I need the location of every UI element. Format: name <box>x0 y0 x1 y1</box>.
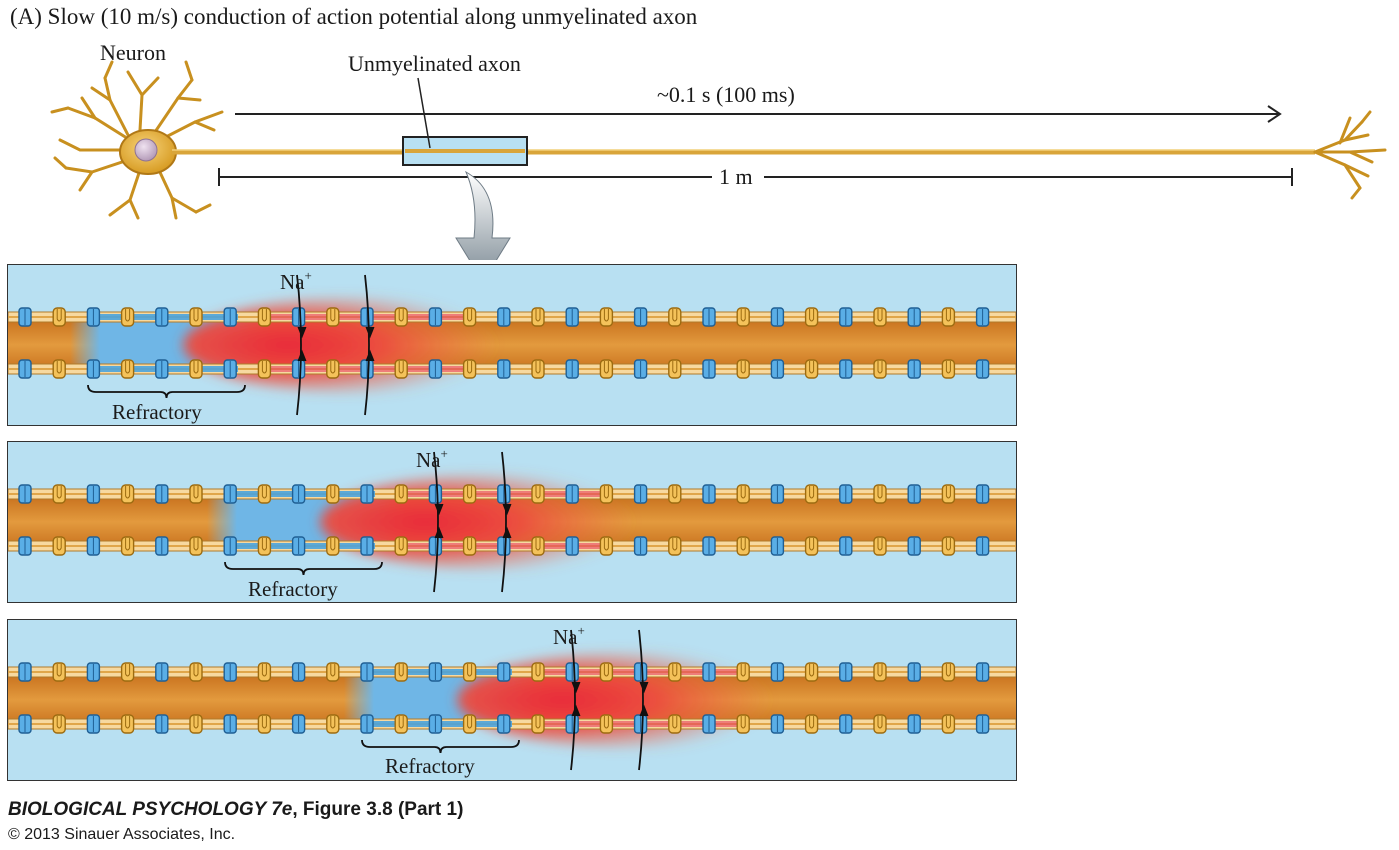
axon-label: Unmyelinated axon <box>348 51 521 76</box>
axon-membrane-drawing <box>8 274 1016 416</box>
distance-label: 1 m <box>719 164 753 189</box>
neuron-schematic <box>50 60 1387 260</box>
axon-membrane-drawing <box>8 451 1016 593</box>
refractory-label-1: Refractory <box>112 400 202 424</box>
na-label-2: Na+ <box>416 446 448 472</box>
refractory-label-3: Refractory <box>385 754 475 778</box>
neuron-label: Neuron <box>100 40 166 65</box>
figure-title: (A) Slow (10 m/s) conduction of action p… <box>10 4 698 29</box>
conduction-panel-1 <box>7 264 1017 426</box>
figure-caption: BIOLOGICAL PSYCHOLOGY 7e, Figure 3.8 (Pa… <box>8 799 464 820</box>
axon-terminals <box>1313 110 1387 200</box>
na-label-1: Na+ <box>280 268 312 294</box>
zoom-arrow-icon <box>455 170 511 260</box>
conduction-panel-3 <box>7 619 1017 781</box>
time-label: ~0.1 s (100 ms) <box>657 82 795 107</box>
axon-membrane-drawing <box>8 629 1016 771</box>
dendrites <box>50 60 224 220</box>
nucleus <box>134 138 158 162</box>
na-label-3: Na+ <box>553 623 585 649</box>
conduction-panel-2 <box>7 441 1017 603</box>
copyright: © 2013 Sinauer Associates, Inc. <box>8 826 236 843</box>
refractory-label-2: Refractory <box>248 577 338 601</box>
